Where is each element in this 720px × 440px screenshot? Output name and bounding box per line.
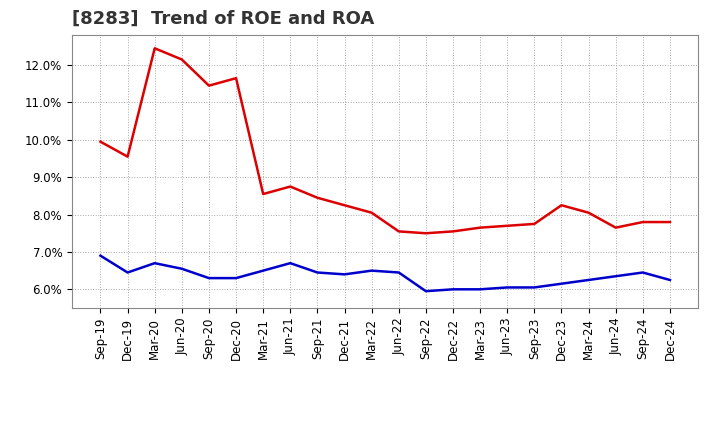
ROA — [367, 268, 376, 273]
ROE — [204, 83, 213, 88]
ROA — [639, 270, 647, 275]
ROA — [286, 260, 294, 266]
ROE — [503, 223, 511, 228]
ROE — [367, 210, 376, 215]
ROA — [395, 270, 403, 275]
ROA — [123, 270, 132, 275]
ROE — [530, 221, 539, 227]
ROA — [611, 274, 620, 279]
ROA — [665, 277, 674, 282]
ROA — [96, 253, 105, 258]
ROE — [421, 231, 430, 236]
Line: ROA: ROA — [101, 256, 670, 291]
ROE — [123, 154, 132, 159]
ROE — [611, 225, 620, 230]
ROE — [584, 210, 593, 215]
ROE — [286, 184, 294, 189]
Text: [8283]  Trend of ROE and ROA: [8283] Trend of ROE and ROA — [72, 10, 374, 28]
ROE — [313, 195, 322, 200]
ROA — [178, 266, 186, 271]
ROE — [665, 220, 674, 225]
Line: ROE: ROE — [101, 48, 670, 233]
ROE — [341, 202, 349, 208]
ROE — [639, 220, 647, 225]
ROA — [232, 275, 240, 281]
ROE — [232, 76, 240, 81]
ROA — [150, 260, 159, 266]
ROA — [584, 277, 593, 282]
ROA — [530, 285, 539, 290]
ROA — [503, 285, 511, 290]
ROA — [449, 287, 457, 292]
ROE — [557, 202, 566, 208]
ROA — [476, 287, 485, 292]
ROA — [259, 268, 268, 273]
ROE — [178, 57, 186, 62]
ROE — [395, 229, 403, 234]
ROE — [259, 191, 268, 197]
ROA — [313, 270, 322, 275]
ROE — [150, 46, 159, 51]
ROA — [204, 275, 213, 281]
ROE — [449, 229, 457, 234]
ROA — [341, 272, 349, 277]
ROA — [421, 289, 430, 294]
ROA — [557, 281, 566, 286]
ROE — [476, 225, 485, 230]
ROE — [96, 139, 105, 144]
